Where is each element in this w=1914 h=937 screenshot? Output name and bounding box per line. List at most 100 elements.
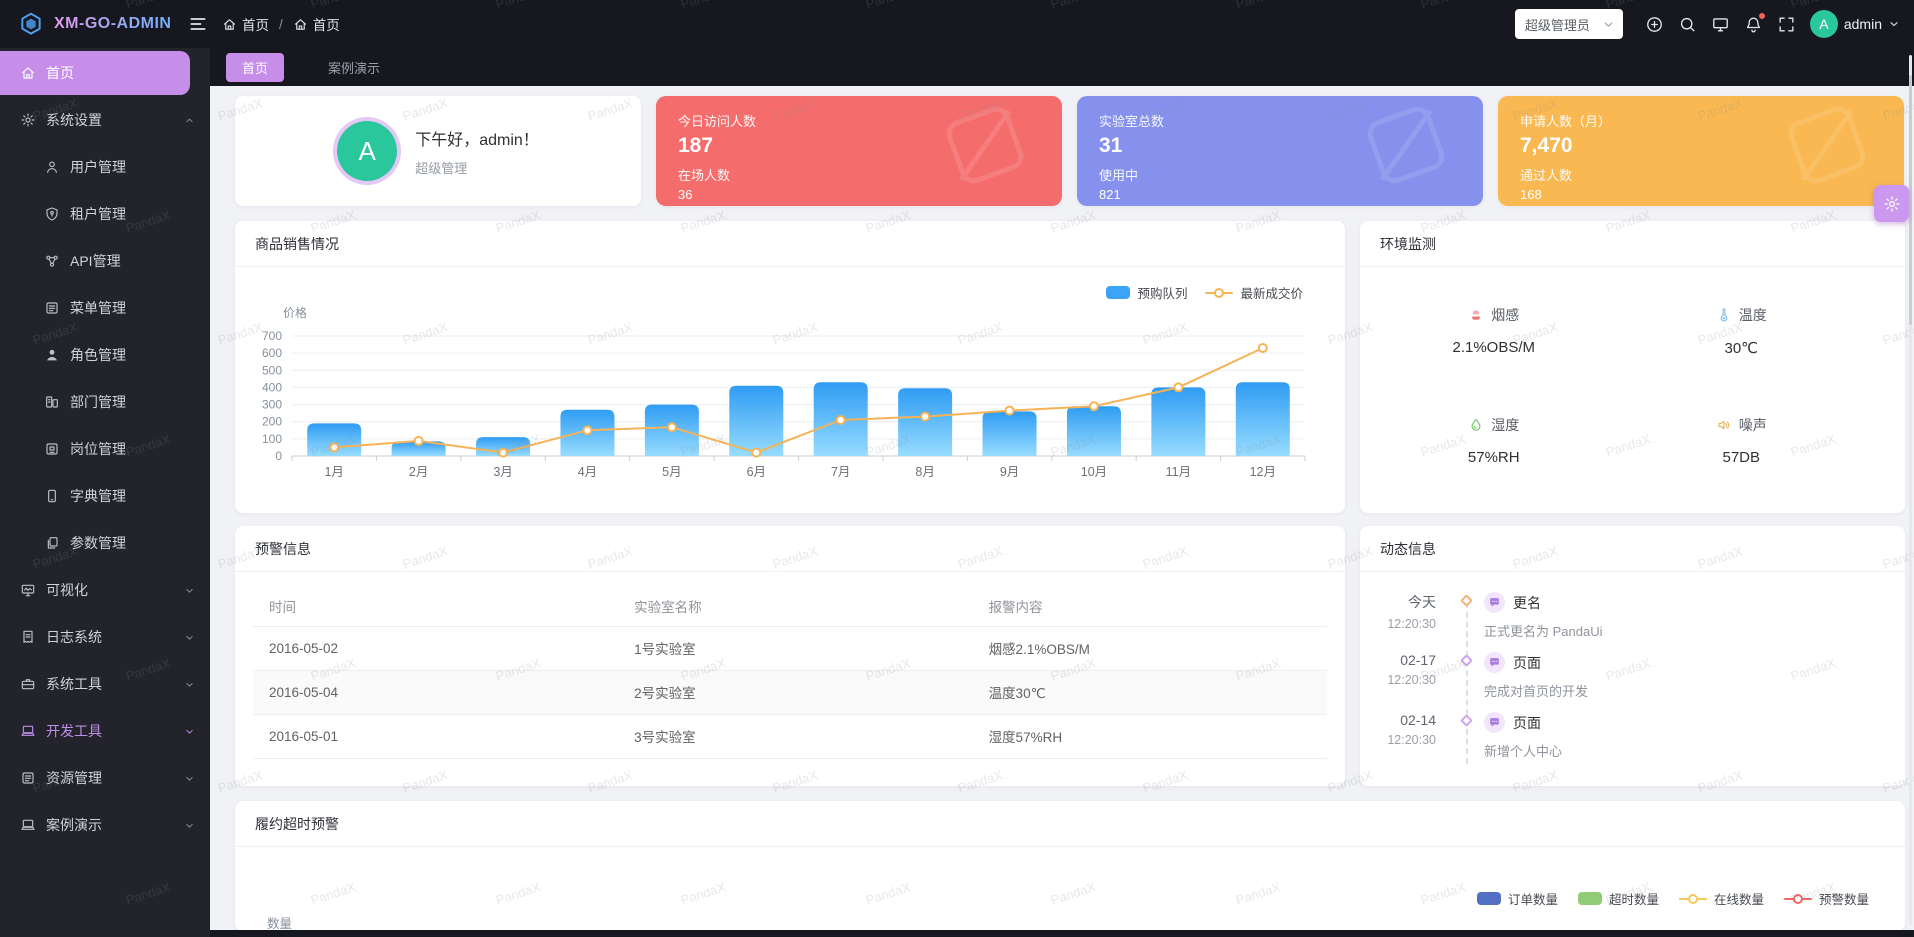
table-cell: 2016-05-04 bbox=[253, 670, 619, 715]
chevron-down-icon bbox=[183, 678, 196, 691]
legend-item[interactable]: 订单数量 bbox=[1476, 889, 1558, 908]
alerts-panel: 预警信息 时间 实验室名称 报警内容 2016-05-02 1号实验室 烟感2.1%OB… bbox=[235, 526, 1345, 786]
menu-list-icon bbox=[20, 770, 36, 786]
sidebar-item[interactable]: 菜单管理 bbox=[0, 286, 210, 330]
legend-item[interactable]: 最新成交价 bbox=[1205, 283, 1303, 302]
breadcrumb-item[interactable]: 首页 bbox=[293, 14, 340, 34]
legend-swatch bbox=[1783, 893, 1812, 905]
overdue-panel: 履约超时预警 订单数量 超时数量 在线数量 预警数量 数量 bbox=[235, 801, 1905, 931]
sidebar-item[interactable]: 参数管理 bbox=[0, 521, 210, 565]
sidebar-item[interactable]: 系统设置 bbox=[0, 98, 210, 142]
sidebar-item[interactable]: 部门管理 bbox=[0, 380, 210, 424]
chat-icon bbox=[1484, 652, 1505, 673]
theme-settings-button[interactable] bbox=[1874, 185, 1909, 222]
timeline-item: 02-14 12:20:30 页面 新增个人中心 bbox=[1360, 712, 1905, 760]
avatar: A bbox=[337, 121, 398, 181]
legend-item[interactable]: 预警数量 bbox=[1783, 889, 1869, 908]
sidebar-item[interactable]: 开发工具 bbox=[0, 709, 210, 753]
svg-text:3月: 3月 bbox=[493, 465, 512, 479]
sidebar-item[interactable]: 角色管理 bbox=[0, 333, 210, 377]
stat-label: 在场人数 bbox=[678, 168, 731, 183]
timeline-time: 12:20:30 bbox=[1387, 617, 1436, 631]
timeline-time: 12:20:30 bbox=[1387, 733, 1436, 747]
tabbar: 首页 案例演示 bbox=[210, 48, 1914, 86]
breadcrumb-item[interactable]: 首页 bbox=[222, 14, 269, 34]
department-icon bbox=[44, 394, 60, 410]
svg-text:500: 500 bbox=[262, 363, 282, 377]
legend-item[interactable]: 预购队列 bbox=[1106, 283, 1187, 302]
bottom-row: 履约超时预警 订单数量 超时数量 在线数量 预警数量 数量 bbox=[235, 801, 1905, 931]
scrollbar-thumb[interactable] bbox=[1909, 75, 1912, 325]
home-icon bbox=[293, 17, 308, 32]
gear-icon bbox=[20, 112, 36, 128]
sidebar-item[interactable]: 租户管理 bbox=[0, 192, 210, 236]
search-icon[interactable] bbox=[1678, 15, 1697, 34]
page-scrollbar[interactable] bbox=[1909, 55, 1912, 925]
sidebar-item[interactable]: 系统工具 bbox=[0, 662, 210, 706]
sidebar-item[interactable]: 用户管理 bbox=[0, 145, 210, 189]
sidebar-item[interactable]: 首页 bbox=[0, 51, 190, 95]
chevron-down-icon bbox=[1602, 18, 1615, 31]
timeline-date: 02-14 bbox=[1400, 712, 1436, 728]
sales-panel: 商品销售情况 预购队列 最新成交价 0 100 200 300 400 500 600 700 价… bbox=[235, 221, 1345, 513]
svg-text:1月: 1月 bbox=[324, 465, 343, 479]
sensor-label: 湿度 bbox=[1491, 417, 1520, 433]
legend-item[interactable]: 在线数量 bbox=[1678, 889, 1764, 908]
timeline-tag: 更名 bbox=[1513, 594, 1541, 611]
timeline-description: 正式更名为 PandaUi bbox=[1484, 624, 1603, 639]
tab-item[interactable]: 首页 bbox=[226, 52, 285, 82]
circle-plus-icon[interactable] bbox=[1645, 15, 1664, 34]
svg-text:4月: 4月 bbox=[578, 465, 597, 479]
smoke-sensor-icon bbox=[1468, 307, 1484, 323]
stat-value: 36 bbox=[678, 187, 693, 202]
sales-chart-area: 预购队列 最新成交价 0 100 200 300 400 500 600 700 价格 1月 2月 3月… bbox=[235, 267, 1345, 513]
bell-icon[interactable] bbox=[1744, 11, 1766, 34]
sales-chart-legend: 预购队列 最新成交价 bbox=[1106, 283, 1303, 302]
laptop-icon bbox=[20, 817, 36, 833]
humidity-icon bbox=[1468, 417, 1484, 433]
fullscreen-icon[interactable] bbox=[1777, 15, 1796, 34]
svg-text:11月: 11月 bbox=[1166, 465, 1191, 479]
charts-row: 商品销售情况 预购队列 最新成交价 0 100 200 300 400 500 600 700 价… bbox=[235, 221, 1905, 513]
sidebar-item[interactable]: 岗位管理 bbox=[0, 427, 210, 471]
tab-item[interactable]: 案例演示 bbox=[328, 60, 381, 76]
chat-icon bbox=[1484, 712, 1505, 733]
breadcrumb: 首页 / 首页 bbox=[222, 14, 340, 34]
table-cell: 2016-05-01 bbox=[253, 714, 619, 759]
svg-text:5月: 5月 bbox=[662, 465, 681, 479]
role-select[interactable]: 超级管理员 bbox=[1514, 9, 1623, 39]
chevron-down-icon bbox=[183, 772, 196, 785]
tablet-icon bbox=[44, 488, 60, 504]
panel-title: 商品销售情况 bbox=[235, 221, 1345, 267]
svg-text:12月: 12月 bbox=[1250, 465, 1276, 479]
column-header: 实验室名称 bbox=[618, 586, 973, 627]
sidebar-item[interactable]: API管理 bbox=[0, 239, 210, 283]
panel-title: 动态信息 bbox=[1360, 526, 1905, 572]
laptop-icon bbox=[20, 723, 36, 739]
menu-list-icon bbox=[44, 300, 60, 316]
home-icon bbox=[222, 17, 237, 32]
sensor-tile: 噪声 57DB bbox=[1618, 415, 1866, 466]
svg-text:100: 100 bbox=[262, 432, 282, 446]
user-role-text: 超级管理 bbox=[415, 160, 468, 176]
table-row: 2016-05-02 1号实验室 烟感2.1%OBS/M bbox=[253, 626, 1327, 671]
timeline-time: 12:20:30 bbox=[1387, 673, 1436, 687]
user-icon bbox=[44, 159, 60, 175]
sidebar-item[interactable]: 字典管理 bbox=[0, 474, 210, 518]
sidebar-item[interactable]: 案例演示 bbox=[0, 803, 210, 847]
user-menu[interactable]: A admin bbox=[1809, 10, 1900, 38]
sensor-value: 57DB bbox=[1722, 449, 1761, 466]
legend-item[interactable]: 超时数量 bbox=[1577, 889, 1659, 908]
username: admin bbox=[1843, 16, 1882, 32]
monitor-icon[interactable] bbox=[1711, 15, 1730, 34]
gear-icon bbox=[1883, 195, 1901, 213]
activity-panel: 动态信息 今天 12:20:30 更名 正式更名为 PandaUi 02-17 12:20… bbox=[1360, 526, 1905, 786]
sidebar-collapse-icon[interactable] bbox=[188, 14, 208, 34]
sidebar-item[interactable]: 资源管理 bbox=[0, 756, 210, 800]
sidebar-item[interactable]: 日志系统 bbox=[0, 615, 210, 659]
chat-icon bbox=[1484, 592, 1505, 613]
app-logo-icon bbox=[18, 11, 44, 37]
legend-swatch bbox=[1106, 286, 1131, 299]
sidebar-item[interactable]: 可视化 bbox=[0, 568, 210, 612]
